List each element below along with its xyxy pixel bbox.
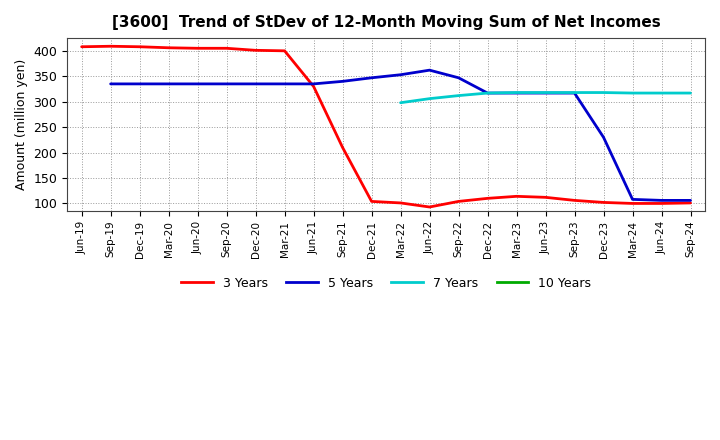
- 3 Years: [164, 45, 173, 51]
- 3 Years: [251, 48, 260, 53]
- 7 Years: [686, 90, 695, 95]
- 5 Years: [599, 135, 608, 140]
- 3 Years: [570, 198, 579, 203]
- 3 Years: [367, 199, 376, 204]
- 5 Years: [135, 81, 144, 87]
- Y-axis label: Amount (million yen): Amount (million yen): [15, 59, 28, 190]
- 7 Years: [396, 100, 405, 105]
- 3 Years: [426, 204, 434, 209]
- 7 Years: [454, 93, 463, 98]
- 7 Years: [570, 90, 579, 95]
- 5 Years: [338, 79, 347, 84]
- Legend: 3 Years, 5 Years, 7 Years, 10 Years: 3 Years, 5 Years, 7 Years, 10 Years: [176, 272, 596, 295]
- 7 Years: [657, 90, 666, 95]
- 5 Years: [222, 81, 231, 87]
- 3 Years: [222, 46, 231, 51]
- 5 Years: [570, 90, 579, 95]
- 3 Years: [338, 145, 347, 150]
- 5 Years: [541, 90, 550, 95]
- 5 Years: [396, 72, 405, 77]
- 3 Years: [310, 84, 318, 89]
- Title: [3600]  Trend of StDev of 12-Month Moving Sum of Net Incomes: [3600] Trend of StDev of 12-Month Moving…: [112, 15, 660, 30]
- 5 Years: [483, 90, 492, 95]
- 3 Years: [628, 201, 636, 206]
- 7 Years: [426, 96, 434, 101]
- 5 Years: [193, 81, 202, 87]
- 7 Years: [483, 90, 492, 95]
- 3 Years: [657, 201, 666, 206]
- 5 Years: [454, 75, 463, 81]
- 7 Years: [599, 90, 608, 95]
- 3 Years: [77, 44, 86, 49]
- 5 Years: [657, 198, 666, 203]
- Line: 3 Years: 3 Years: [81, 46, 690, 207]
- Line: 5 Years: 5 Years: [111, 70, 690, 200]
- 5 Years: [310, 81, 318, 87]
- 5 Years: [628, 197, 636, 202]
- 3 Years: [541, 194, 550, 200]
- 3 Years: [599, 200, 608, 205]
- 5 Years: [686, 198, 695, 203]
- 7 Years: [628, 90, 636, 95]
- 5 Years: [512, 90, 521, 95]
- 5 Years: [367, 75, 376, 81]
- 7 Years: [512, 90, 521, 95]
- 3 Years: [135, 44, 144, 49]
- Line: 7 Years: 7 Years: [400, 92, 690, 103]
- 3 Years: [396, 200, 405, 205]
- 3 Years: [483, 196, 492, 201]
- 5 Years: [107, 81, 115, 87]
- 3 Years: [280, 48, 289, 54]
- 5 Years: [426, 67, 434, 73]
- 5 Years: [280, 81, 289, 87]
- 3 Years: [107, 44, 115, 49]
- 3 Years: [686, 200, 695, 205]
- 5 Years: [251, 81, 260, 87]
- 7 Years: [541, 90, 550, 95]
- 3 Years: [193, 46, 202, 51]
- 5 Years: [164, 81, 173, 87]
- 3 Years: [512, 194, 521, 199]
- 3 Years: [454, 199, 463, 204]
